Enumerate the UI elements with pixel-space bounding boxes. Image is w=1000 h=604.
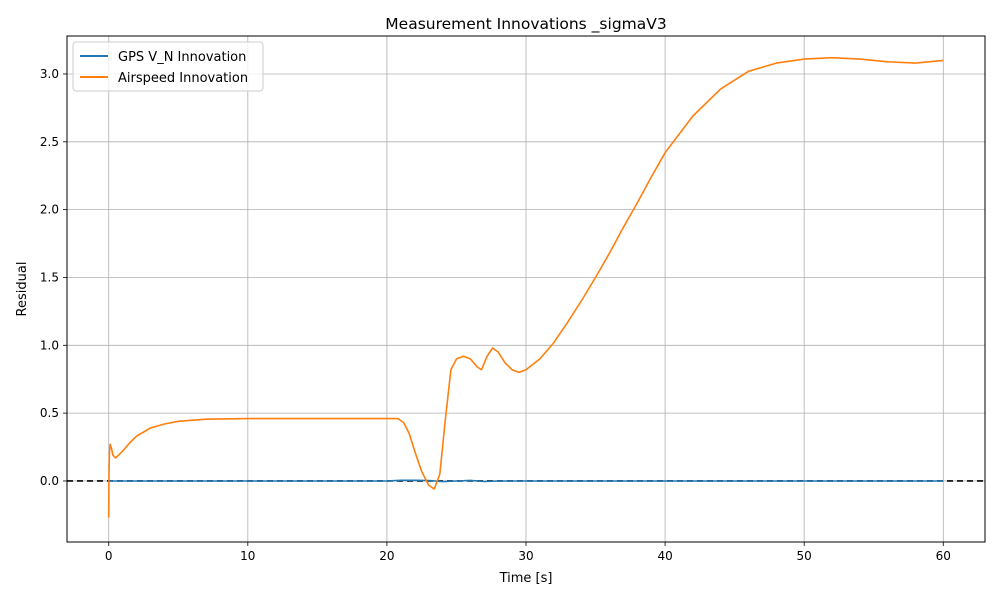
chart-title: Measurement Innovations _sigmaV3 <box>385 15 666 34</box>
x-tick-label: 60 <box>936 549 951 563</box>
series-line-0 <box>108 479 944 483</box>
x-tick-label: 30 <box>518 549 533 563</box>
legend-label-airspeed: Airspeed Innovation <box>118 71 248 86</box>
legend-box <box>72 41 264 92</box>
x-axis-label: Time [s] <box>499 571 553 586</box>
x-tick-label: 0 <box>105 549 113 563</box>
x-tick-label: 20 <box>379 549 394 563</box>
x-axis-ticks: 0 10 20 30 40 50 60 <box>105 542 951 563</box>
series-group <box>107 56 944 518</box>
legend: GPS V_N Innovation Airspeed Innovation <box>72 41 264 92</box>
y-tick-label: 0.0 <box>40 474 59 488</box>
x-tick-label: 10 <box>240 549 255 563</box>
y-axis-label: Residual <box>15 262 30 317</box>
x-tick-label: 40 <box>657 549 672 563</box>
y-tick-label: 3.0 <box>40 67 59 81</box>
series-line-1 <box>107 56 944 518</box>
y-tick-label: 1.5 <box>40 270 59 284</box>
y-tick-label: 1.0 <box>40 338 59 352</box>
y-axis-ticks: 0.0 0.5 1.0 1.5 2.0 2.5 3.0 <box>40 67 67 488</box>
y-tick-label: 2.0 <box>40 203 59 217</box>
x-tick-label: 50 <box>797 549 812 563</box>
y-tick-label: 0.5 <box>40 406 59 420</box>
legend-label-gps: GPS V_N Innovation <box>118 50 246 65</box>
y-tick-label: 2.5 <box>40 135 59 149</box>
